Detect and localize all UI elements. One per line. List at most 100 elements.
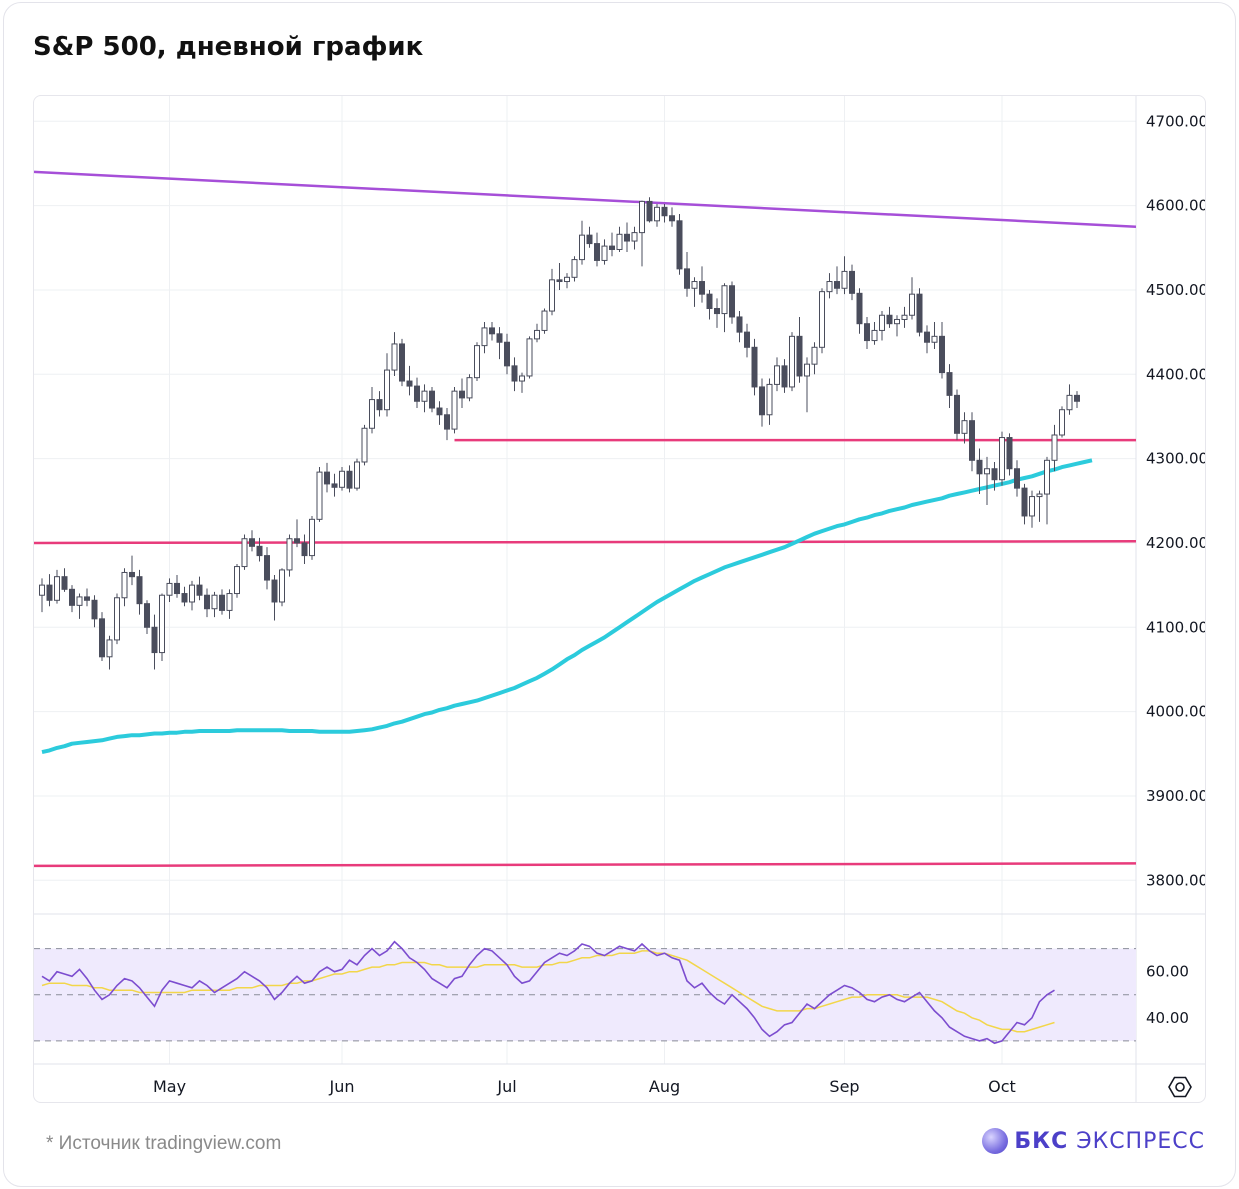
- price-tick-label: 4700.00: [1146, 112, 1205, 130]
- candle-body: [894, 318, 900, 325]
- candle-body: [309, 518, 315, 557]
- chart-svg[interactable]: 4700.00 4600.00 4500.00 4400.00 4300.00 4200.…: [34, 96, 1205, 1102]
- hexagon-gear-icon[interactable]: [1168, 1076, 1192, 1098]
- candle-body: [774, 365, 780, 385]
- candle-body: [106, 639, 113, 658]
- candle-body: [751, 346, 758, 388]
- candle-body: [594, 243, 600, 261]
- candle-body: [1044, 459, 1050, 495]
- candle-body: [519, 375, 525, 382]
- candle-body: [1021, 487, 1028, 517]
- candle-body: [474, 345, 480, 379]
- time-tick-label: Aug: [649, 1077, 680, 1096]
- candle-body: [286, 538, 293, 571]
- candle-body: [586, 234, 593, 245]
- candle-body: [759, 386, 765, 416]
- candle-body: [346, 470, 353, 489]
- candle-body: [984, 468, 990, 475]
- brand[interactable]: БКС ЭКСПРЕСС: [982, 1128, 1205, 1154]
- candle-body: [511, 365, 518, 382]
- grid: [34, 96, 1136, 1064]
- candle-body: [1029, 496, 1035, 517]
- candle-body: [601, 245, 608, 261]
- candle-body: [646, 200, 653, 222]
- rsi-pane: 60.00 40.00: [34, 940, 1189, 1045]
- candle-body: [654, 206, 660, 222]
- price-tick-label: 4200.00: [1146, 534, 1205, 552]
- candle-body: [414, 385, 420, 402]
- candle-body: [609, 245, 615, 250]
- candle-body: [901, 314, 908, 320]
- price-tick-label: 3800.00: [1146, 871, 1205, 889]
- candle-body: [1066, 394, 1073, 411]
- candle-body: [496, 333, 503, 343]
- candle-body: [241, 538, 248, 568]
- candle-body: [1059, 409, 1065, 436]
- candle-body: [504, 341, 510, 367]
- candle-body: [196, 584, 203, 596]
- candle-body: [684, 268, 690, 289]
- candle-body: [714, 308, 720, 315]
- candle-body: [279, 569, 285, 603]
- candle-body: [571, 259, 578, 278]
- price-tick-label: 4100.00: [1146, 618, 1205, 636]
- candle-body: [406, 380, 413, 387]
- price-tick-label: 3900.00: [1146, 787, 1205, 805]
- candle-body: [174, 582, 180, 595]
- time-tick-label: Jun: [329, 1077, 355, 1096]
- candle-body: [189, 584, 195, 603]
- candle-body: [639, 200, 645, 234]
- candle-body: [916, 293, 923, 333]
- candle-body: [1074, 394, 1080, 402]
- candle-body: [421, 390, 428, 402]
- candle-body: [204, 594, 210, 610]
- candle-body: [879, 314, 885, 331]
- price-tick-label: 4300.00: [1146, 450, 1205, 468]
- time-tick-label: May: [153, 1077, 186, 1096]
- candle-body: [451, 390, 458, 430]
- candle-body: [616, 233, 623, 250]
- candle-body: [729, 285, 735, 318]
- candle-body: [399, 343, 405, 382]
- hexagon-center: [1175, 1082, 1185, 1092]
- candles: [39, 197, 1080, 670]
- price-axis: 4700.00 4600.00 4500.00 4400.00 4300.00 4200.…: [1146, 112, 1205, 889]
- candle-body: [849, 270, 855, 294]
- candle-body: [376, 399, 383, 411]
- candle-body: [541, 310, 548, 331]
- candle-body: [999, 437, 1005, 481]
- candle-body: [976, 459, 983, 475]
- source-footnote: * Источник tradingview.com: [46, 1133, 282, 1154]
- price-tick-label: 4400.00: [1146, 365, 1205, 383]
- candle-body: [1006, 437, 1013, 470]
- candle-body: [1051, 434, 1058, 461]
- chart-title: S&P 500, дневной график: [33, 32, 424, 62]
- candle-body: [91, 599, 98, 620]
- price-tick-label: 4500.00: [1146, 281, 1205, 299]
- candle-body: [249, 538, 255, 547]
- candle-body: [556, 279, 563, 283]
- candle-body: [826, 281, 833, 293]
- candle-body: [99, 618, 105, 658]
- chart-panel[interactable]: 4700.00 4600.00 4500.00 4400.00 4300.00 4200.…: [33, 95, 1206, 1103]
- candle-body: [736, 316, 743, 333]
- candle-body: [954, 394, 960, 434]
- time-tick-label: Sep: [829, 1077, 859, 1096]
- brand-name-bold: БКС: [1014, 1128, 1069, 1154]
- candle-body: [579, 234, 585, 261]
- candle-body: [429, 390, 435, 409]
- candle-body: [864, 323, 870, 342]
- candle-body: [699, 281, 705, 295]
- candle-body: [264, 555, 270, 581]
- rsi-tick-label: 40.00: [1146, 1009, 1189, 1027]
- candle-body: [1014, 468, 1020, 489]
- candle-body: [324, 471, 330, 485]
- candle-body: [271, 579, 278, 603]
- sphere-logo-icon: [982, 1128, 1009, 1154]
- candle-body: [166, 582, 173, 596]
- candle-body: [631, 232, 638, 242]
- candle-body: [151, 626, 158, 654]
- candle-body: [946, 372, 953, 396]
- candle-body: [384, 369, 390, 411]
- candle-body: [549, 279, 555, 312]
